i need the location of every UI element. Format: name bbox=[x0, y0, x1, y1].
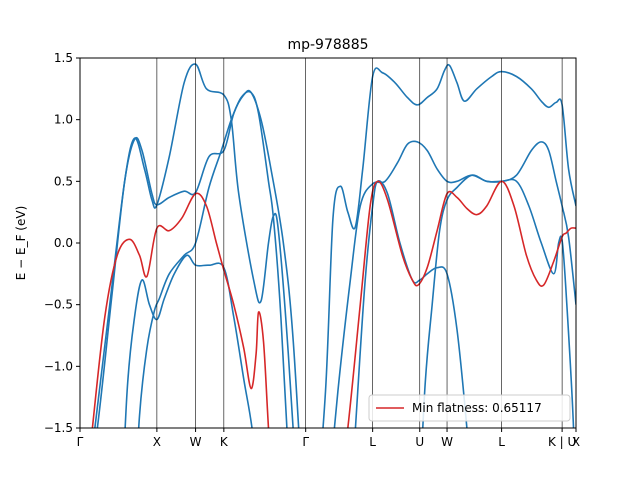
y-tick-label: 1.5 bbox=[54, 51, 73, 65]
series-line-band-5 bbox=[322, 63, 576, 428]
x-tick-label: K | U bbox=[548, 435, 576, 449]
x-tick-label: Γ bbox=[77, 435, 84, 449]
y-tick-label: 1.0 bbox=[54, 113, 73, 127]
y-axis-label: E − E_F (eV) bbox=[14, 206, 28, 281]
y-tick-label: −0.5 bbox=[44, 298, 73, 312]
x-tick-label: W bbox=[441, 435, 453, 449]
chart-title: mp-978885 bbox=[287, 37, 368, 53]
x-tick-label: W bbox=[190, 435, 202, 449]
series-line-band-3 bbox=[124, 254, 253, 428]
x-tick-label: L bbox=[369, 435, 376, 449]
y-tick-label: −1.0 bbox=[44, 359, 73, 373]
series-line-band-1 bbox=[94, 89, 300, 428]
legend-label: Min flatness: 0.65117 bbox=[412, 401, 542, 415]
x-tick-label: L bbox=[498, 435, 505, 449]
series-line-min-flatness bbox=[91, 192, 270, 428]
y-tick-label: −1.5 bbox=[44, 421, 73, 435]
legend: Min flatness: 0.65117 bbox=[368, 394, 571, 422]
y-tick-label: 0.0 bbox=[54, 236, 73, 250]
x-tick-label: X bbox=[153, 435, 161, 449]
legend-box bbox=[368, 394, 571, 422]
y-tick-label: 0.5 bbox=[54, 174, 73, 188]
series-line-band-8 bbox=[421, 174, 575, 428]
x-tick-label: Γ bbox=[302, 435, 309, 449]
x-tick-label: U bbox=[415, 435, 424, 449]
x-tick-label: K bbox=[220, 435, 229, 449]
x-tick-label: X bbox=[572, 435, 580, 449]
series-line-band-4 bbox=[137, 90, 288, 428]
